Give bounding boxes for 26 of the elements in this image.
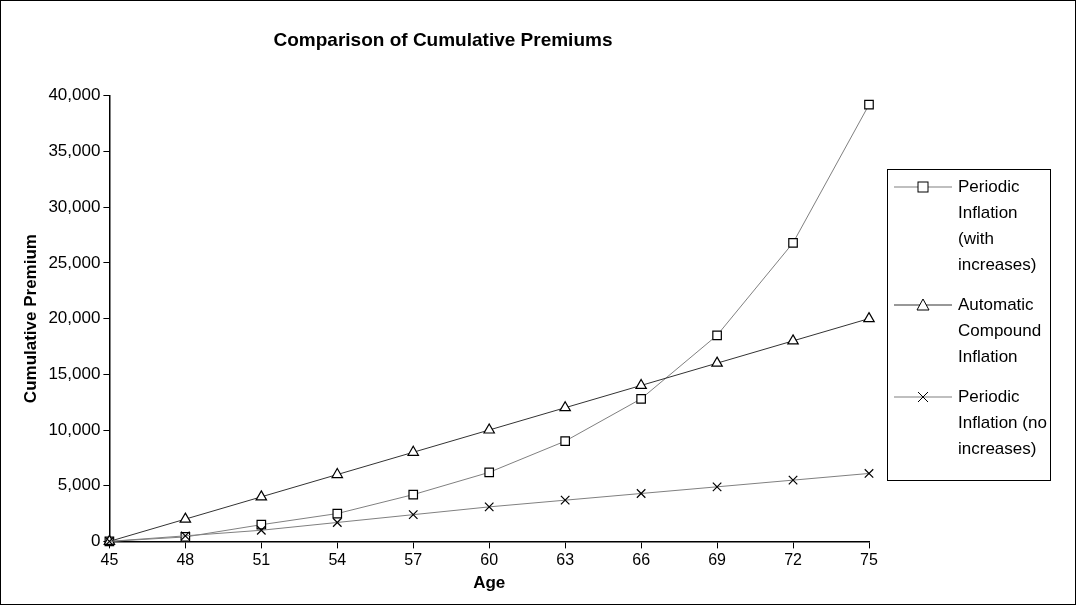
y-tick-label: 5,000: [57, 475, 101, 495]
x-tick-label: 57: [404, 551, 423, 569]
x-tick-label: 75: [860, 551, 878, 569]
x-tick-label: 51: [252, 551, 271, 569]
x-axis-title: Age: [473, 573, 506, 593]
x-tick-label: 69: [708, 551, 727, 569]
x-tick-label: 72: [784, 551, 803, 569]
y-tick-label: 20,000: [48, 308, 101, 328]
x-tick-label: 54: [328, 551, 347, 569]
x-tick-label: 66: [632, 551, 651, 569]
legend-label: Periodic Inflation (no increases): [958, 386, 1048, 460]
y-tick-label: 40,000: [48, 85, 101, 105]
y-tick-label: 0: [90, 531, 101, 551]
y-axis-title: Cumulative Premium: [20, 234, 40, 404]
y-tick-label: 15,000: [48, 363, 101, 383]
x-tick-label: 48: [176, 551, 195, 569]
legend-label: Periodic Inflation (with increases): [958, 176, 1038, 276]
y-tick-label: 30,000: [48, 196, 101, 216]
legend-label: Automatic Compound Inflation: [958, 294, 1043, 368]
x-tick-label: 63: [556, 551, 575, 569]
y-tick-label: 35,000: [48, 141, 101, 161]
y-tick-label: 25,000: [48, 252, 101, 272]
chart-title: Comparison of Cumulative Premiums: [273, 28, 613, 50]
x-tick-label: 45: [100, 551, 119, 569]
x-tick-label: 60: [480, 551, 499, 569]
y-tick-label: 10,000: [48, 419, 101, 439]
